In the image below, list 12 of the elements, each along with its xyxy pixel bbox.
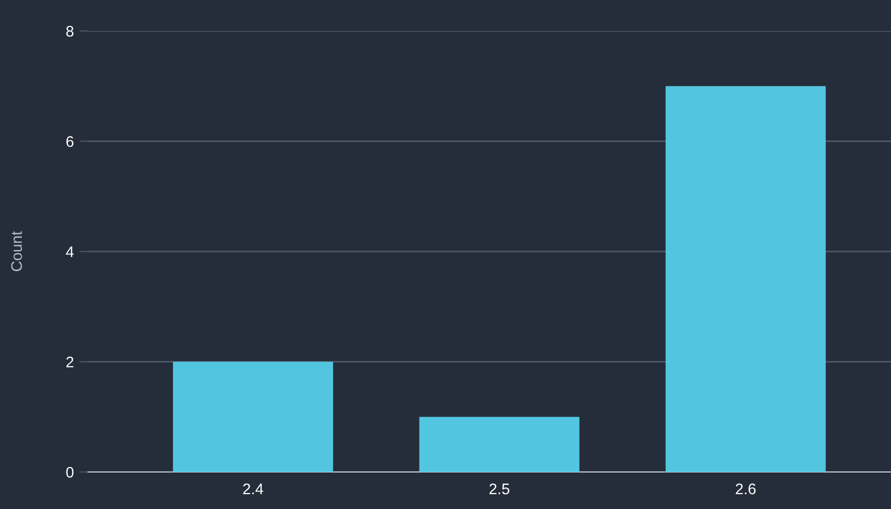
y-tick-label: 4 (66, 246, 74, 258)
y-tick-label: 8 (66, 26, 74, 37)
y-tick-label: 2 (66, 356, 74, 368)
bar (666, 86, 826, 472)
x-tick-label: 2.6 (736, 484, 756, 494)
y-tick-label: 6 (66, 136, 74, 147)
y-axis-title: Count (11, 231, 22, 272)
bar (419, 416, 580, 472)
x-tick-label: 2.5 (490, 484, 510, 494)
bar (172, 362, 334, 472)
y-tick-label: 0 (66, 466, 74, 478)
x-tick-label: 2.4 (243, 484, 264, 494)
